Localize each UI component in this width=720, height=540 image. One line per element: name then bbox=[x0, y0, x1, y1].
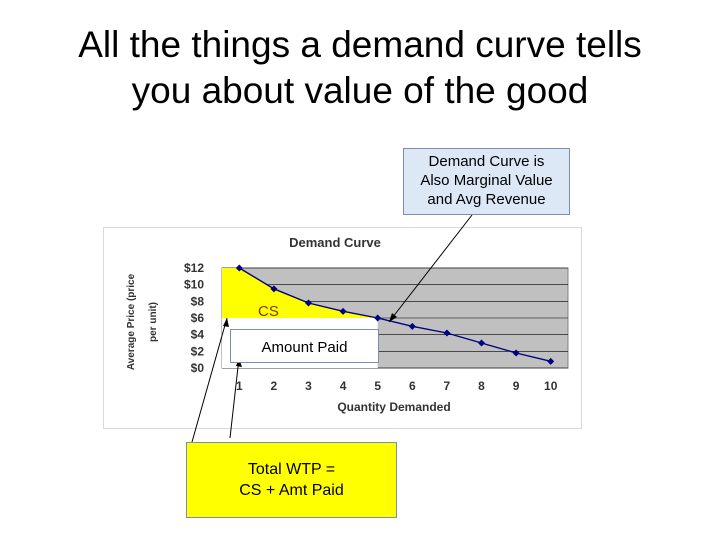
data-point bbox=[339, 307, 347, 315]
demand-series-line bbox=[238, 267, 551, 363]
x-tick-label: 3 bbox=[305, 379, 312, 393]
data-point bbox=[270, 285, 278, 293]
slide-title: All the things a demand curve tells you … bbox=[20, 22, 700, 114]
title-line-2: you about value of the good bbox=[131, 70, 589, 111]
x-tick-label: 5 bbox=[374, 379, 381, 393]
y-tick-label: $10 bbox=[184, 278, 204, 292]
marginal-value-line-2: Also Marginal Value bbox=[420, 172, 553, 189]
arrow-head-curve bbox=[389, 313, 397, 322]
y-tick-label: $0 bbox=[191, 361, 205, 375]
x-tick-label: 8 bbox=[478, 379, 485, 393]
x-tick-label: 10 bbox=[544, 379, 558, 393]
y-axis-label-line-2: per unit) bbox=[148, 302, 159, 342]
data-point bbox=[408, 322, 416, 330]
total-wtp-line-2: CS + Amt Paid bbox=[239, 482, 344, 499]
arrow-to-cs bbox=[191, 317, 228, 443]
consumer-surplus-area bbox=[222, 268, 378, 318]
arrow-to-amount-paid bbox=[229, 357, 240, 439]
data-point bbox=[547, 357, 555, 365]
title-line-1: All the things a demand curve tells bbox=[78, 24, 642, 65]
x-tick-label: 6 bbox=[409, 379, 416, 393]
y-tick-label: $8 bbox=[191, 294, 205, 308]
x-axis-label: Quantity Demanded bbox=[337, 400, 450, 414]
y-tick-label: $4 bbox=[191, 328, 205, 342]
cs-label: CS bbox=[258, 303, 279, 320]
data-point bbox=[374, 314, 382, 322]
x-tick-label: 4 bbox=[340, 379, 347, 393]
marginal-value-line-3: and Avg Revenue bbox=[427, 191, 546, 208]
y-axis-label-line-1: Average Price (price bbox=[126, 273, 137, 370]
data-point bbox=[443, 329, 451, 337]
x-tick-label: 7 bbox=[444, 379, 451, 393]
total-wtp-callout: Total WTP = CS + Amt Paid bbox=[186, 442, 397, 518]
x-tick-label: 2 bbox=[271, 379, 278, 393]
x-tick-label: 9 bbox=[513, 379, 520, 393]
y-tick-label: $12 bbox=[184, 261, 204, 275]
y-tick-label: $6 bbox=[191, 311, 205, 325]
marginal-value-callout: Demand Curve is Also Marginal Value and … bbox=[403, 148, 570, 215]
total-wtp-line-1: Total WTP = bbox=[247, 461, 336, 478]
marginal-value-line-1: Demand Curve is bbox=[428, 153, 545, 170]
arrow-to-curve bbox=[388, 214, 473, 323]
x-tick-label: 1 bbox=[236, 379, 243, 393]
chart-title: Demand Curve bbox=[289, 235, 381, 250]
data-point bbox=[478, 339, 485, 347]
data-point bbox=[235, 264, 243, 272]
amount-paid-callout: Amount Paid bbox=[230, 329, 379, 363]
arrow-head-cs bbox=[223, 318, 229, 327]
data-point bbox=[305, 299, 312, 307]
y-tick-label: $2 bbox=[191, 344, 205, 358]
data-point bbox=[512, 349, 520, 357]
